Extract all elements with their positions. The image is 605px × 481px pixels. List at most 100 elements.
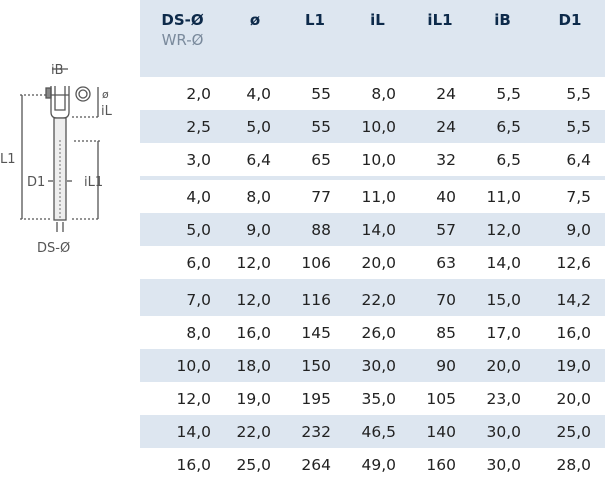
- table-cell: 14,0: [486, 253, 521, 272]
- table-row: 3,0 6,4 65 10,0 32 6,5 6,4: [140, 143, 605, 178]
- table-cell: 12,6: [556, 253, 591, 272]
- table-cell: 25,0: [236, 455, 271, 474]
- table-cell: 57: [410, 213, 470, 246]
- column-header-label: DS-Ø: [161, 11, 204, 29]
- table-cell: 5,0: [225, 110, 285, 143]
- table-cell: 77: [285, 176, 345, 213]
- table-row: 6,0 12,0 106 20,0 63 14,0 12,6: [140, 246, 605, 281]
- table-cell: 24: [410, 110, 470, 143]
- table-cell: 140: [410, 415, 470, 448]
- table-cell: 19,0: [236, 389, 271, 408]
- table-cell: 30,0: [345, 349, 410, 382]
- table-cell: 2,5: [140, 110, 225, 143]
- table-cell: 19,0: [535, 349, 605, 382]
- table-cell: 18,0: [225, 349, 285, 382]
- dimensions-table: DS-Ø WR-Ø ø L1 iL iL1 iB D1 2,0 4,0 55 8,0 24 5,5 5,5…: [140, 0, 605, 481]
- table-cell: 12,0: [176, 389, 211, 408]
- table-cell: 26,0: [361, 323, 396, 342]
- table-cell: 4,0: [140, 176, 225, 213]
- table-cell: 28,0: [556, 455, 591, 474]
- table-cell: 9,0: [225, 213, 285, 246]
- table-row: 7,0 12,0 116 22,0 70 15,0 14,2: [140, 279, 605, 316]
- label-iL1: iL1: [84, 175, 103, 190]
- table-cell: 5,5: [535, 110, 605, 143]
- table-cell: 16,0: [556, 323, 591, 342]
- table-cell: 25,0: [535, 415, 605, 448]
- table-cell: 145: [301, 323, 331, 342]
- table-cell: 6,5: [470, 110, 535, 143]
- table-cell: 20,0: [556, 389, 591, 408]
- table-cell: 150: [285, 349, 345, 382]
- table-cell: 6,4: [246, 150, 271, 169]
- label-o: ø: [102, 88, 109, 101]
- table-cell: 3,0: [186, 150, 211, 169]
- table-cell: 8,0: [371, 84, 396, 103]
- table-cell: 11,0: [470, 176, 535, 213]
- table-cell: 17,0: [486, 323, 521, 342]
- column-header: iL1: [410, 0, 470, 77]
- table-cell: 2,0: [186, 84, 211, 103]
- table-row: 10,0 18,0 150 30,0 90 20,0 19,0: [140, 349, 605, 382]
- table-cell: 7,0: [140, 279, 225, 316]
- table-cell: 7,5: [535, 176, 605, 213]
- table-cell: 20,0: [361, 253, 396, 272]
- table-cell: 15,0: [470, 279, 535, 316]
- table-cell: 14,0: [140, 415, 225, 448]
- table-cell: 160: [426, 455, 456, 474]
- column-header: L1: [285, 0, 345, 77]
- table-cell: 4,0: [246, 84, 271, 103]
- column-header-label: D1: [558, 11, 582, 29]
- table-cell: 264: [301, 455, 331, 474]
- column-header: iL: [345, 0, 410, 77]
- table-cell: 10,0: [345, 110, 410, 143]
- table-cell: 232: [285, 415, 345, 448]
- table-cell: 5,5: [566, 84, 591, 103]
- column-header-label: iB: [494, 11, 511, 29]
- table-cell: 23,0: [486, 389, 521, 408]
- table-cell: 6,4: [566, 150, 591, 169]
- table-cell: 32: [436, 150, 456, 169]
- table-cell: 8,0: [225, 176, 285, 213]
- table-cell: 55: [285, 110, 345, 143]
- label-D1: D1: [27, 175, 45, 190]
- table-cell: 46,5: [345, 415, 410, 448]
- table-row: 8,0 16,0 145 26,0 85 17,0 16,0: [140, 316, 605, 349]
- table-cell: 5,0: [140, 213, 225, 246]
- table-cell: 10,0: [140, 349, 225, 382]
- column-header-label: iL: [370, 11, 385, 29]
- table-cell: 8,0: [186, 323, 211, 342]
- table-cell: 106: [301, 253, 331, 272]
- table-cell: 88: [285, 213, 345, 246]
- table-cell: 6,0: [186, 253, 211, 272]
- table-cell: 5,5: [496, 84, 521, 103]
- header-row: DS-Ø WR-Ø ø L1 iL iL1 iB D1: [140, 0, 605, 77]
- table-cell: 30,0: [470, 415, 535, 448]
- table-cell: 85: [436, 323, 456, 342]
- column-header-sub: WR-Ø: [161, 31, 204, 49]
- table-cell: 24: [436, 84, 456, 103]
- table-cell: 55: [311, 84, 331, 103]
- table-cell: 14,2: [535, 279, 605, 316]
- column-header: D1: [535, 0, 605, 77]
- table-row: 14,0 22,0 232 46,5 140 30,0 25,0: [140, 415, 605, 448]
- table-cell: 35,0: [361, 389, 396, 408]
- table-row: 5,0 9,0 88 14,0 57 12,0 9,0: [140, 213, 605, 246]
- table-cell: 11,0: [345, 176, 410, 213]
- table-cell: 105: [426, 389, 456, 408]
- table-cell: 22,0: [225, 415, 285, 448]
- table-row: 12,0 19,0 195 35,0 105 23,0 20,0: [140, 382, 605, 415]
- table-cell: 9,0: [535, 213, 605, 246]
- table-cell: 63: [436, 253, 456, 272]
- table-row: 2,0 4,0 55 8,0 24 5,5 5,5: [140, 77, 605, 110]
- table-cell: 6,5: [496, 150, 521, 169]
- table-cell: 16,0: [176, 455, 211, 474]
- table-cell: 20,0: [470, 349, 535, 382]
- table-row: 2,5 5,0 55 10,0 24 6,5 5,5: [140, 110, 605, 143]
- table-cell: 22,0: [345, 279, 410, 316]
- table-cell: 12,0: [236, 253, 271, 272]
- column-header: DS-Ø WR-Ø: [140, 0, 225, 77]
- fork-terminal-drawing: iB ø iL L1 D1 iL1 DS-Ø: [0, 63, 113, 256]
- table-cell: 90: [410, 349, 470, 382]
- table-row: 4,0 8,0 77 11,0 40 11,0 7,5: [140, 176, 605, 213]
- table-cell: 16,0: [236, 323, 271, 342]
